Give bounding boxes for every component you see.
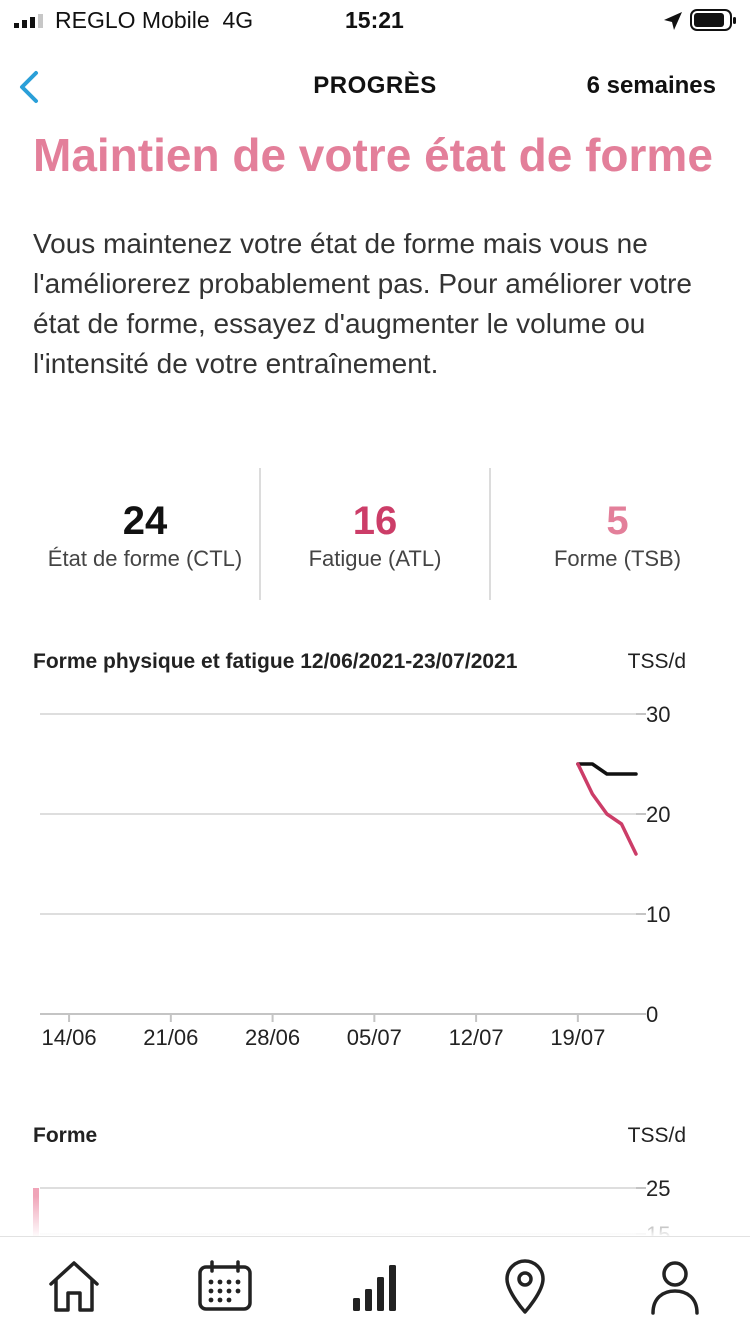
metric-tsb: 5 Forme (TSB) — [490, 498, 745, 572]
x-tick-label: 05/07 — [347, 1025, 402, 1050]
form-chart-unit: TSS/d — [627, 1124, 686, 1147]
clock: 15:21 — [345, 7, 404, 33]
battery-icon — [690, 9, 736, 31]
home-icon[interactable] — [44, 1257, 104, 1317]
tab-bar — [0, 1236, 750, 1334]
page-title: PROGRÈS — [313, 72, 437, 99]
form-chart-title: Forme — [33, 1124, 98, 1147]
x-tick-label: 14/06 — [42, 1025, 97, 1050]
scroll-fade — [0, 1196, 750, 1238]
metric-atl-label: Fatigue (ATL) — [308, 546, 442, 571]
network-type: 4G — [222, 7, 254, 33]
metric-tsb-label: Forme (TSB) — [553, 546, 682, 571]
fitness-chart-title: Forme physique et fatigue 12/06/2021-23/… — [33, 650, 518, 673]
metric-ctl-value: 24 — [122, 499, 168, 543]
period-selector[interactable]: 6 semaines — [586, 72, 716, 99]
fitness-fatigue-chart: 30 20 10 0 14/06 21/06 28/06 05/07 12/07 19/07 — [40, 702, 670, 1050]
metric-divider — [489, 468, 491, 600]
status-description: Vous maintenez votre état de forme mais … — [33, 228, 692, 379]
x-tick-label: 19/07 — [550, 1025, 605, 1050]
bar-chart-icon[interactable] — [345, 1257, 405, 1317]
atl-series-line — [576, 762, 638, 856]
calendar-icon[interactable] — [195, 1257, 255, 1317]
user-icon[interactable] — [645, 1257, 705, 1317]
metric-atl: 16 Fatigue (ATL) — [260, 498, 490, 572]
x-tick-label: 21/06 — [143, 1025, 198, 1050]
map-pin-icon[interactable] — [495, 1257, 555, 1317]
location-arrow-icon — [664, 12, 682, 30]
metric-atl-value: 16 — [352, 499, 398, 543]
y-tick-label: 10 — [646, 902, 670, 927]
x-tick-label: 28/06 — [245, 1025, 300, 1050]
status-bar: REGLO Mobile 4G 15:21 — [0, 0, 750, 40]
carrier-name: REGLO Mobile — [55, 7, 210, 33]
y-tick-label: 0 — [646, 1002, 658, 1027]
signal-icon — [14, 14, 43, 28]
back-chevron-icon[interactable] — [14, 68, 46, 106]
fitness-chart-unit: TSS/d — [627, 650, 686, 673]
y-tick-label: 30 — [646, 702, 670, 727]
x-tick-label: 12/07 — [449, 1025, 504, 1050]
metric-tsb-value: 5 — [606, 499, 629, 543]
y-tick-label: 20 — [646, 802, 670, 827]
metric-ctl-label: État de forme (CTL) — [47, 546, 243, 571]
status-headline: Maintien de votre état de forme — [33, 129, 713, 181]
metric-ctl: 24 État de forme (CTL) — [30, 498, 260, 572]
metric-divider — [259, 468, 261, 600]
ctl-series-line — [576, 762, 638, 776]
carrier-label: REGLO Mobile 4G — [55, 7, 253, 34]
